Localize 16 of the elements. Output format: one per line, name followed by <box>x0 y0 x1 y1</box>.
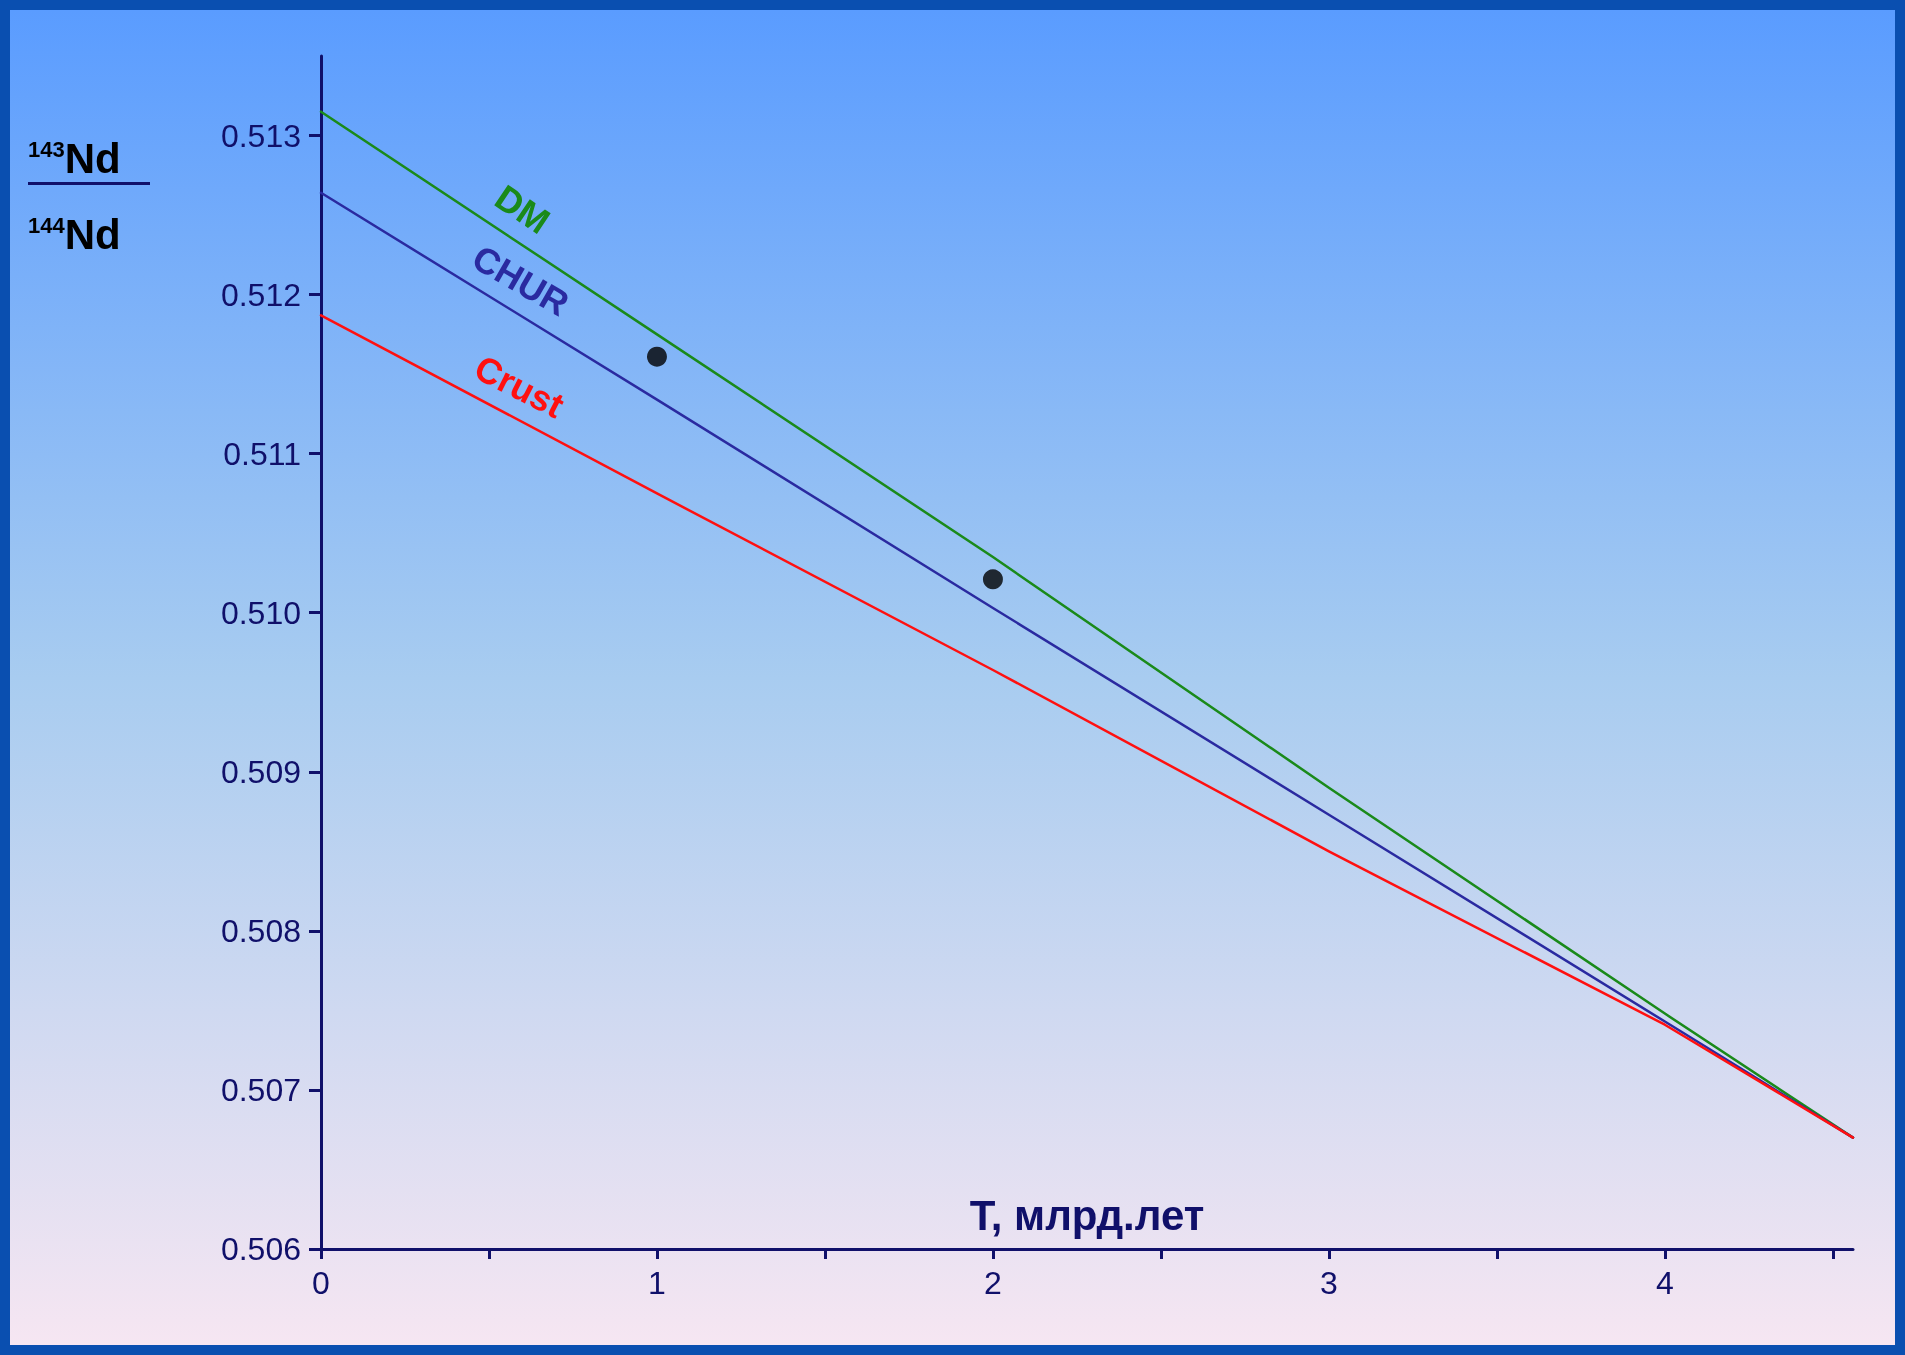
y-tick-label: 0.510 <box>220 594 301 631</box>
y-tick-label: 0.506 <box>220 1231 301 1267</box>
text: DM <box>487 176 558 242</box>
text: Crust <box>468 346 571 427</box>
y-tick-label: 0.508 <box>220 912 301 949</box>
x-tick-label: 2 <box>984 1265 1002 1301</box>
x-tick-label: 3 <box>1320 1265 1338 1301</box>
y-tick-label: 0.513 <box>220 117 301 154</box>
x-axis-title: T, млрд.лет <box>969 1191 1205 1239</box>
y-tick-label: 0.509 <box>220 753 301 790</box>
y-tick-label: 0.512 <box>220 276 301 313</box>
y-tick-label: 0.511 <box>223 435 301 472</box>
x-tick-label: 1 <box>648 1265 666 1301</box>
x-tick-label: 4 <box>1655 1265 1674 1301</box>
x-tick-label: 0 <box>312 1265 330 1301</box>
y-tick-label: 0.507 <box>220 1071 301 1108</box>
